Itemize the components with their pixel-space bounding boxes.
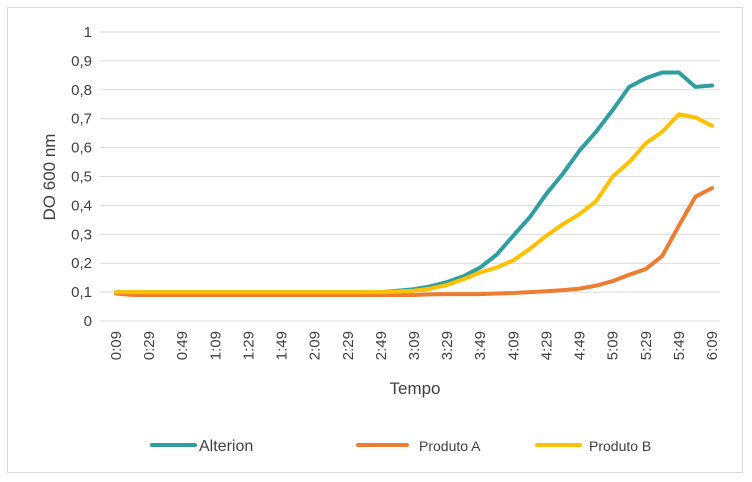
y-tick-label: 1 <box>84 24 92 41</box>
x-axis-ticks: 0:09 0:29 0:49 1:09 1:29 1:49 2:09 2:29 2:49 3:09… <box>108 331 721 360</box>
y-tick-label: 0,4 <box>71 197 92 214</box>
y-axis-ticks: 0 0,1 0,2 0,3 0,4 0,5 0,6 0,7 0,8 0,9 1 <box>71 24 92 330</box>
x-tick-label: 3:09 <box>406 331 423 360</box>
x-tick-label: 6:09 <box>704 331 721 360</box>
y-axis-title: DO 600 nm <box>40 134 59 221</box>
x-tick-label: 4:09 <box>505 331 522 360</box>
legend-label-produto-a: Produto A <box>419 438 481 454</box>
y-tick-label: 0,7 <box>71 111 92 128</box>
series-line-alterion <box>114 70 714 295</box>
x-tick-label: 1:09 <box>207 331 224 360</box>
x-tick-label: 2:29 <box>340 331 357 360</box>
y-tick-label: 0,1 <box>71 284 92 301</box>
x-tick-label: 5:29 <box>638 331 655 360</box>
y-tick-label: 0,2 <box>71 255 92 272</box>
x-tick-label: 0:09 <box>108 331 125 360</box>
x-tick-label: 0:49 <box>174 331 191 360</box>
series-lines <box>114 70 714 297</box>
legend-label-produto-b: Produto B <box>589 438 651 454</box>
y-tick-label: 0,3 <box>71 226 92 243</box>
x-tick-label: 5:09 <box>605 331 622 360</box>
chart-frame <box>7 7 743 473</box>
x-tick-label: 0:29 <box>141 331 158 360</box>
x-tick-label: 2:49 <box>373 331 390 360</box>
y-tick-label: 0,5 <box>71 169 92 186</box>
y-tick-label: 0,8 <box>71 82 92 99</box>
x-tick-label: 4:49 <box>572 331 589 360</box>
x-tick-label: 3:29 <box>439 331 456 360</box>
legend: Alterion Produto A Produto B <box>150 438 651 455</box>
series-line-produto-b <box>114 112 714 295</box>
x-tick-label: 1:49 <box>274 331 291 360</box>
x-tick-label: 5:49 <box>671 331 688 360</box>
x-tick-label: 2:09 <box>307 331 324 360</box>
gridlines <box>100 31 720 322</box>
legend-label-alterion: Alterion <box>199 438 253 455</box>
x-axis-title: Tempo <box>389 379 440 398</box>
x-tick-label: 1:29 <box>240 331 257 360</box>
y-tick-label: 0 <box>84 313 92 330</box>
y-tick-label: 0,9 <box>71 53 92 70</box>
x-tick-label: 3:49 <box>472 331 489 360</box>
series-line-produto-a <box>114 186 714 297</box>
y-tick-label: 0,6 <box>71 140 92 157</box>
x-tick-label: 4:29 <box>538 331 555 360</box>
